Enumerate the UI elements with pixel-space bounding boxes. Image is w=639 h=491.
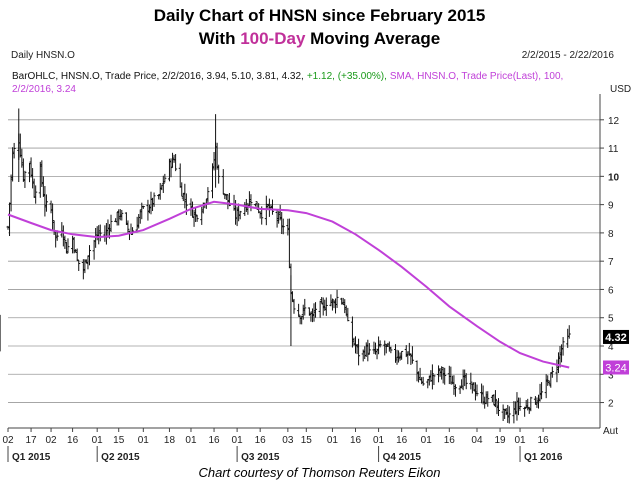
- quarter-label: Q3 2015: [241, 452, 280, 463]
- x-tick-label: 19: [494, 435, 506, 446]
- y-tick-label: 4: [608, 342, 614, 353]
- title-prefix: With: [198, 29, 241, 48]
- chart-instrument-label: Daily HNSN.O: [11, 50, 75, 61]
- x-tick-label: 01: [92, 435, 104, 446]
- y-tick-label: 8: [608, 229, 614, 240]
- x-axis-end-label: Aut: [603, 426, 618, 437]
- x-tick-label: 04: [471, 435, 483, 446]
- chart-title-line1: Daily Chart of HNSN since February 2015: [153, 6, 486, 25]
- date-range-label: 2/2/2015 - 2/22/2016: [522, 50, 615, 61]
- quarter-label: Q1 2015: [12, 452, 51, 463]
- x-tick-label: 17: [26, 435, 38, 446]
- x-tick-label: 01: [421, 435, 433, 446]
- y-tick-label: 12: [608, 116, 620, 127]
- y-axis: 2 3 4 5 6 7 8 9 10 11 12: [599, 94, 620, 428]
- x-tick-label: 16: [350, 435, 362, 446]
- y-tick-label: 6: [608, 285, 614, 296]
- y-tick-label: 10: [608, 172, 620, 183]
- grid-lines: [8, 119, 600, 403]
- sma-label-text: 3.24: [605, 362, 626, 374]
- x-tick-label: 01: [138, 435, 150, 446]
- x-tick-label: 16: [67, 435, 79, 446]
- x-tick-label: 16: [255, 435, 267, 446]
- chart-title-block: Daily Chart of HNSN since February 2015 …: [0, 4, 639, 50]
- quarter-label: Q4 2015: [383, 452, 422, 463]
- legend-change: +1.12, (+35.00%),: [307, 71, 387, 82]
- x-tick-label: 01: [232, 435, 244, 446]
- sma-100-line: [7, 200, 570, 369]
- x-tick-label: 16: [444, 435, 456, 446]
- x-tick-label: 16: [538, 435, 550, 446]
- x-tick-label: 01: [185, 435, 197, 446]
- x-axis: 02 17 02 16 01 15 01 18 01 16 01 16 03 15 01 16 01 16 01 16…: [2, 428, 549, 446]
- x-tick-label: 02: [2, 435, 14, 446]
- x-tick-label: 01: [327, 435, 339, 446]
- x-tick-label: 18: [164, 435, 176, 446]
- title-highlight: 100-Day: [240, 29, 306, 48]
- currency-label: USD: [610, 84, 631, 95]
- x-tick-label: 01: [514, 435, 526, 446]
- y-tick-label: 11: [608, 144, 619, 155]
- x-tick-label: 16: [208, 435, 220, 446]
- price-label-box: 4.32: [603, 329, 629, 344]
- x-tick-label: 01: [373, 435, 385, 446]
- y-tick-label: 9: [608, 201, 614, 212]
- x-tick-label: 02: [45, 435, 57, 446]
- y-tick-label: 2: [608, 399, 614, 410]
- legend-line-2: 2/2/2016, 3.24: [12, 84, 76, 95]
- sma-label-box: 3.24: [603, 360, 629, 375]
- y-tick-label: 7: [608, 257, 614, 268]
- legend-sma: SMA, HNSN.O, Trade Price(Last), 100,: [390, 71, 563, 82]
- quarter-labels: Q1 2015 Q2 2015 Q3 2015 Q4 2015 Q1 2016: [7, 446, 563, 463]
- legend-line-1: BarOHLC, HNSN.O, Trade Price, 2/2/2016, …: [12, 71, 563, 82]
- chart-credit: Chart courtesy of Thomson Reuters Eikon: [198, 465, 441, 480]
- chart-title-line2: With 100-Day Moving Average: [0, 27, 639, 50]
- x-tick-label: 15: [301, 435, 313, 446]
- price-label-bg: [603, 329, 629, 344]
- quarter-label: Q1 2016: [524, 452, 563, 463]
- title-suffix: Moving Average: [305, 29, 441, 48]
- x-tick-label: 03: [282, 435, 294, 446]
- y-tick-label: 3: [608, 370, 614, 381]
- price-label-text: 4.32: [605, 332, 626, 344]
- ohlc-bars: [0, 108, 571, 424]
- x-tick-label: 16: [396, 435, 408, 446]
- y-tick-label: 5: [608, 314, 614, 325]
- legend-series: BarOHLC, HNSN.O, Trade Price, 2/2/2016, …: [12, 71, 304, 82]
- sma-label-bg: [603, 360, 629, 375]
- x-tick-label: 15: [113, 435, 125, 446]
- quarter-label: Q2 2015: [101, 452, 140, 463]
